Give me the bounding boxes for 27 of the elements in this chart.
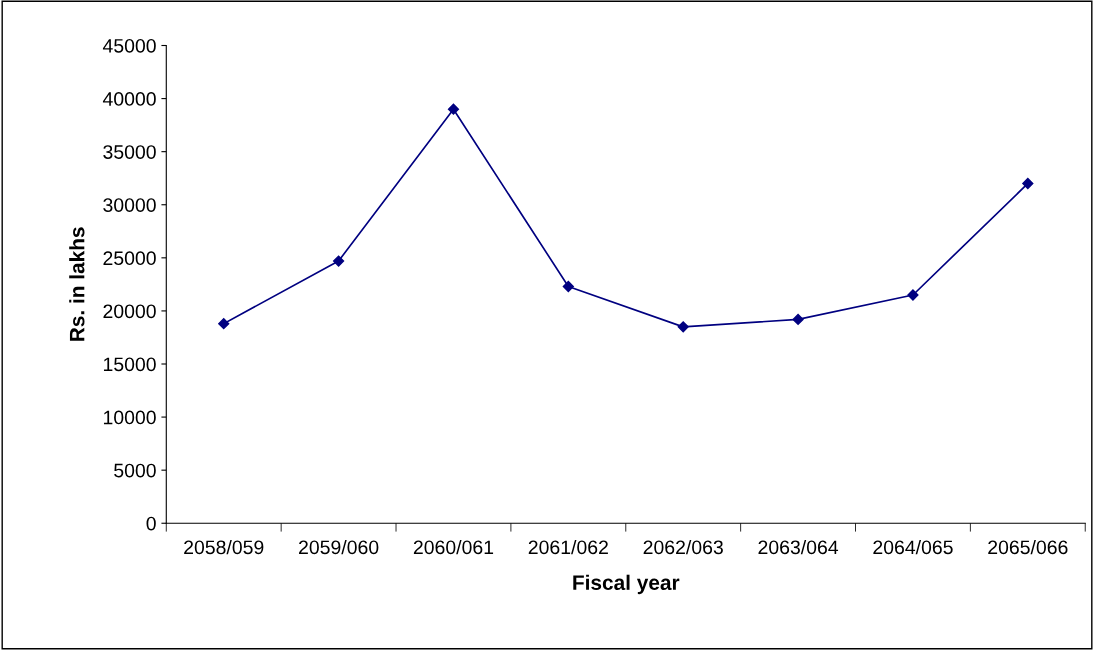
y-tick-label: 20000: [103, 304, 156, 319]
point: [677, 321, 689, 333]
y-tick-label: 15000: [103, 357, 156, 372]
x-tick-label: 2058/059: [184, 539, 264, 555]
x-tick-label: 2060/061: [413, 539, 494, 555]
point: [332, 255, 345, 267]
x-tick-label: 2059/060: [299, 539, 379, 555]
x-tick-label: 2062/063: [643, 539, 723, 555]
y-tick-label: 40000: [102, 92, 156, 106]
y-tick-label: 0: [146, 516, 156, 531]
y-tick-label: 10000: [103, 410, 156, 425]
point: [447, 103, 460, 115]
y-tick-label: 25000: [103, 251, 156, 266]
y-axis-title: Rs. in lakhs: [69, 227, 85, 341]
x-axis-title: Fiscal year: [573, 574, 680, 595]
x-tick-label: 2065/066: [988, 539, 1068, 555]
y-tick-label: 45000: [102, 38, 156, 53]
point: [562, 280, 574, 293]
y-tick-label: 30000: [103, 198, 156, 212]
x-tick-label: 2061/062: [528, 539, 608, 555]
y-tick-label: 5000: [114, 463, 156, 478]
point: [1022, 177, 1034, 190]
x-tick-label: 2063/064: [758, 539, 839, 555]
y-tick-label: 35000: [103, 145, 156, 159]
point: [218, 318, 230, 330]
x-tick-label: 2064/065: [873, 539, 953, 555]
point: [792, 313, 804, 326]
